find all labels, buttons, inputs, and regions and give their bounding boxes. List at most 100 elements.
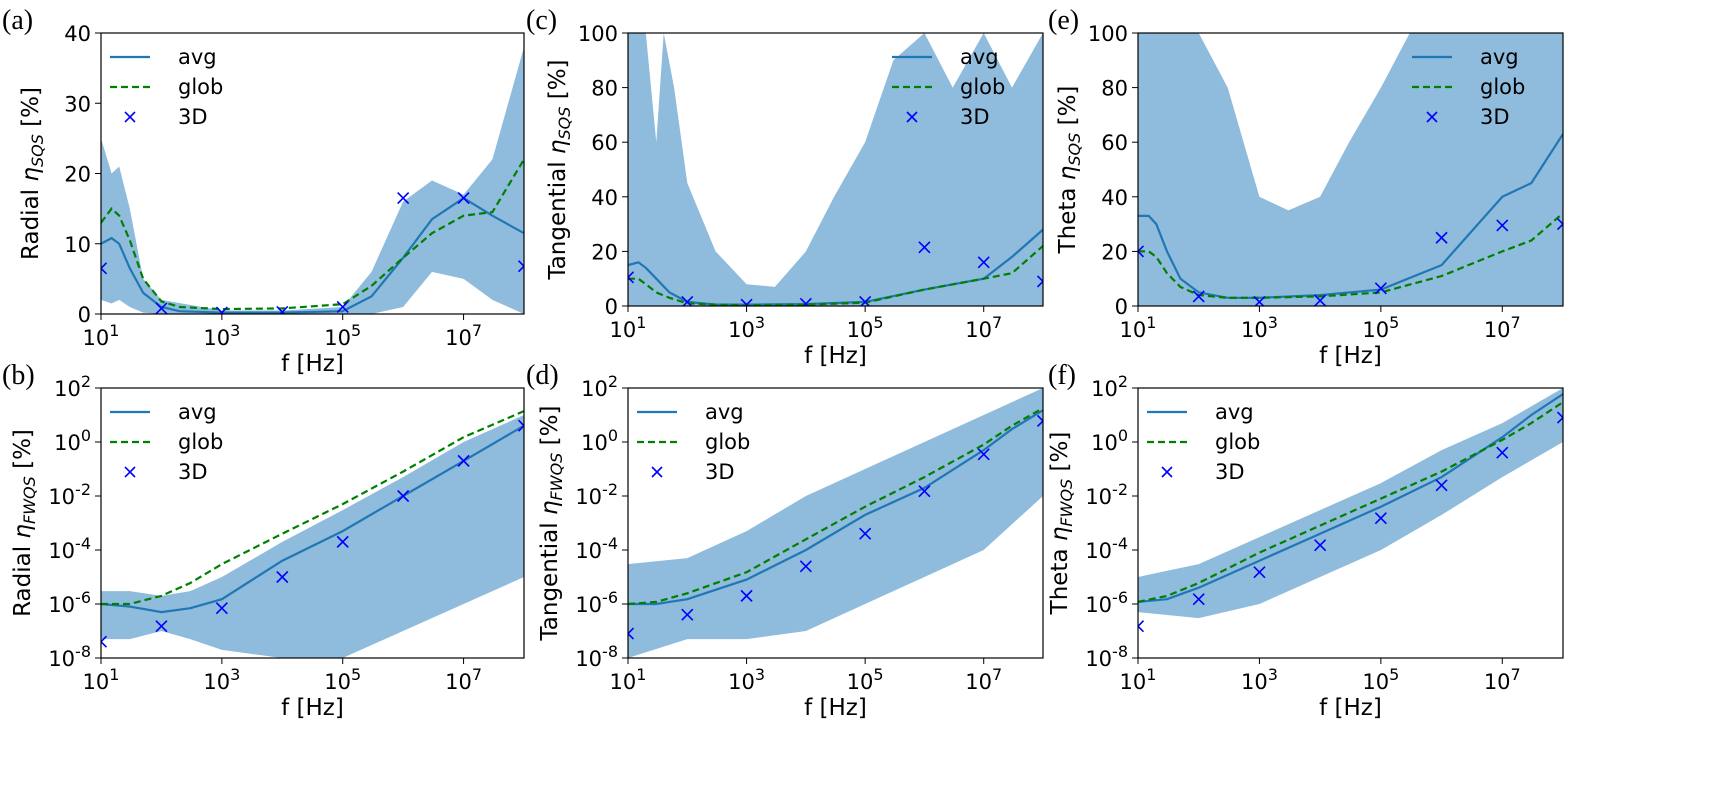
legend-label-d3: 3D [1480,105,1510,129]
legend-label-glob: glob [960,75,1005,99]
marker-3d [628,627,635,640]
x-tick-label: 103 [1241,313,1278,342]
marker-3d [215,306,228,314]
legend-label-d3: 3D [705,460,735,484]
x-tick-label: 103 [203,321,240,350]
x-tick-label: 105 [847,313,884,342]
marker-3d [155,302,168,314]
legend-label-glob: glob [178,430,223,454]
legend-label-glob: glob [178,75,223,99]
marker-3d [740,589,753,602]
legend-swatch-3d [124,111,136,123]
marker-3d [1556,218,1563,231]
marker-3d [799,297,812,306]
uncertainty-band [628,33,1043,306]
y-tick-label: 40 [1101,186,1128,210]
panel-letter: (c) [526,5,557,36]
legend-swatch-3d [651,466,663,478]
series-glob-line [628,245,1043,306]
y-axis-label: Radial ηSQS [%] [18,87,47,260]
marker-3d [1314,539,1327,552]
series-glob-line [1138,401,1563,603]
marker-3d [517,419,524,432]
marker-3d [1192,290,1205,303]
legend-label-glob: glob [1215,430,1260,454]
marker-3d [1374,282,1387,295]
y-tick-label: 100 [581,426,618,455]
series-glob-line [628,407,1043,606]
x-axis-label: f [Hz] [1319,343,1382,369]
x-tick-label: 105 [324,321,361,350]
y-tick-label: 10-6 [1085,588,1128,617]
legend-swatch-3d [124,466,136,478]
x-tick-label: 103 [728,665,765,694]
marker-3d [336,535,349,548]
y-tick-label: 10-4 [48,534,91,563]
panel-a: 101 103 105 107 0 10 20 30 40 f [Hz] Radial ηSQS [… [2,5,525,377]
series-glob-line [101,410,524,606]
legend: avg glob 3D [1147,400,1260,484]
marker-3d [397,192,410,205]
marker-3d [1435,479,1448,492]
marker-3d [1253,566,1266,579]
legend-label-avg: avg [705,400,744,424]
marker-3d [799,560,812,573]
x-tick-label: 101 [1120,313,1157,342]
x-tick-label: 103 [203,665,240,694]
marker-3d [276,305,289,314]
marker-3d [1138,620,1145,633]
y-tick-label: 10-2 [48,480,91,509]
x-tick-label: 105 [1362,313,1399,342]
panel-e: 101 103 105 107 0 20 40 60 80 100 f [Hz] Theta ηSQS… [1048,5,1564,369]
legend: avg glob 3D [110,45,223,129]
y-tick-label: 102 [581,372,618,401]
x-tick-label: 107 [1484,665,1521,694]
x-tick-label: 107 [445,665,482,694]
y-tick-label: 102 [54,372,91,401]
x-tick-label: 101 [1120,665,1157,694]
marker-3d [1192,593,1205,606]
y-axis-label: Tangential ηSQS [%] [545,59,574,280]
legend-label-d3: 3D [960,105,990,129]
marker-3d [1036,275,1043,288]
marker-3d [1496,446,1509,459]
y-axis-label: Tangential ηFWQS [%] [537,406,566,642]
legend-label-d3: 3D [178,460,208,484]
marker-3d [336,300,349,314]
axes-frame [1137,387,1564,659]
y-tick-label: 40 [64,22,91,46]
y-tick-label: 60 [1101,131,1128,155]
marker-3d [977,256,990,269]
legend-label-glob: glob [1480,75,1525,99]
x-tick-label: 105 [1362,665,1399,694]
x-axis-label: f [Hz] [281,351,344,377]
y-tick-label: 100 [1091,426,1128,455]
legend-label-avg: avg [1215,400,1254,424]
marker-3d [918,485,931,498]
marker-3d [918,241,931,254]
legend-label-avg: avg [178,400,217,424]
y-tick-label: 100 [54,426,91,455]
y-tick-label: 80 [591,77,618,101]
y-tick-label: 40 [591,186,618,210]
panel-f: 101 103 105 107 10-8 10-6 10-4 10-2 100 102 f [Hz]… [1047,360,1564,721]
x-tick-label: 103 [1241,665,1278,694]
x-tick-label: 107 [965,313,1002,342]
marker-3d [101,635,108,648]
y-tick-label: 20 [591,240,618,264]
legend-label-d3: 3D [178,105,208,129]
x-axis-label: f [Hz] [804,343,867,369]
legend-label-glob: glob [705,430,750,454]
marker-3d [215,602,228,615]
uncertainty-band [101,415,524,658]
axes-frame [627,387,1044,659]
y-axis-label: Radial ηFWQS [%] [10,429,39,617]
series-glob-line [1138,212,1563,299]
x-tick-label: 101 [610,665,647,694]
uncertainty-band [1138,388,1563,619]
marker-3d [740,298,753,306]
marker-3d [1435,231,1448,244]
y-tick-label: 10-6 [48,588,91,617]
marker-3d [977,448,990,461]
y-tick-label: 10-2 [1085,480,1128,509]
